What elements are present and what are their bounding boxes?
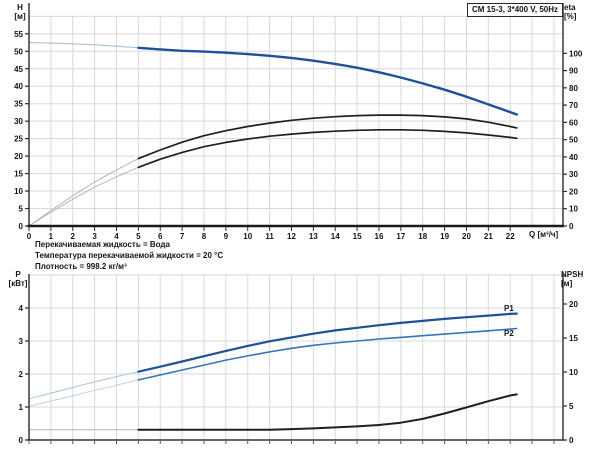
right-tick-label: 20 bbox=[569, 187, 578, 196]
x-tick-label: 22 bbox=[506, 232, 515, 241]
right-tick-label: 10 bbox=[569, 368, 578, 377]
right-tick-label: 5 bbox=[569, 402, 574, 411]
x-tick-label: 14 bbox=[331, 232, 340, 241]
left-tick-label: 4 bbox=[19, 304, 24, 313]
left-tick-label: 35 bbox=[14, 100, 23, 109]
x-tick-label: 11 bbox=[265, 232, 274, 241]
eta-axis-label: eta [%] bbox=[564, 3, 590, 21]
x-tick-label: 7 bbox=[180, 232, 185, 241]
left-tick-label: 3 bbox=[19, 337, 24, 346]
x-tick-label: 20 bbox=[462, 232, 471, 241]
axis-unit: [кВт] bbox=[8, 279, 28, 288]
curve-P2-thin bbox=[28, 379, 139, 407]
curve-eta1-thin bbox=[28, 158, 139, 227]
left-tick-label: 0 bbox=[19, 222, 24, 231]
axis-unit: [м] bbox=[14, 12, 26, 21]
curve-H bbox=[137, 46, 518, 116]
x-tick-label: 5 bbox=[136, 232, 141, 241]
curve-eta2 bbox=[137, 128, 518, 169]
x-tick-label: 6 bbox=[158, 232, 163, 241]
left-tick-label: 30 bbox=[14, 117, 23, 126]
left-tick-label: 55 bbox=[14, 30, 23, 39]
curve-label-P2: P2 bbox=[504, 329, 514, 338]
curve-P2 bbox=[137, 327, 518, 381]
left-tick-label: 0 bbox=[19, 436, 24, 445]
left-tick-label: 45 bbox=[14, 65, 23, 74]
left-tick-label: 40 bbox=[14, 82, 23, 91]
right-tick-label: 80 bbox=[569, 84, 578, 93]
x-tick-label: 1 bbox=[49, 232, 54, 241]
right-tick-label: 90 bbox=[569, 67, 578, 76]
right-tick-label: 10 bbox=[569, 205, 578, 214]
x-tick-label: 0 bbox=[27, 232, 32, 241]
curve-eta2-thin bbox=[28, 166, 139, 227]
curve-eta1 bbox=[137, 114, 518, 160]
info-line-temperature: Температура перекачиваемой жидкости = 20… bbox=[35, 251, 224, 260]
left-tick-label: 25 bbox=[14, 135, 23, 144]
info-line-fluid: Перекачиваемая жидкость = Вода bbox=[35, 240, 170, 249]
right-tick-label: 15 bbox=[569, 334, 578, 343]
info-line-density: Плотность = 998.2 кг/м³ bbox=[35, 262, 127, 271]
axis-name: H bbox=[17, 3, 23, 12]
left-tick-label: 1 bbox=[19, 403, 24, 412]
right-tick-label: 50 bbox=[569, 136, 578, 145]
curve-label-P1: P1 bbox=[504, 304, 514, 313]
axis-unit: [%] bbox=[564, 12, 577, 21]
axis-unit: [м] bbox=[561, 279, 573, 288]
x-tick-label: 21 bbox=[484, 232, 493, 241]
axis-name: NPSH bbox=[561, 270, 584, 279]
x-tick-label: 15 bbox=[353, 232, 362, 241]
x-tick-label: 13 bbox=[309, 232, 318, 241]
x-tick-label: 17 bbox=[396, 232, 405, 241]
axis-name: P bbox=[15, 270, 21, 279]
left-tick-label: 5 bbox=[19, 205, 24, 214]
x-tick-label: 3 bbox=[92, 232, 97, 241]
x-tick-label: 2 bbox=[71, 232, 76, 241]
curve-P1-thin bbox=[28, 371, 139, 400]
left-tick-label: 50 bbox=[14, 47, 23, 56]
p-axis-label: P [кВт] bbox=[5, 270, 31, 288]
left-tick-label: 20 bbox=[14, 152, 23, 161]
curve-P1 bbox=[137, 312, 518, 373]
x-tick-label: 16 bbox=[375, 232, 384, 241]
x-tick-label: 8 bbox=[202, 232, 207, 241]
h-axis-label: H [м] bbox=[9, 3, 31, 21]
npsh-axis-label: NPSH [м] bbox=[561, 270, 599, 288]
x-tick-label: 4 bbox=[114, 232, 119, 241]
fluid-info: Перекачиваемая жидкость = Вода Температу… bbox=[35, 239, 223, 272]
right-tick-label: 40 bbox=[569, 153, 578, 162]
right-tick-label: 30 bbox=[569, 170, 578, 179]
right-tick-label: 70 bbox=[569, 101, 578, 110]
right-tick-label: 100 bbox=[569, 49, 583, 58]
x-tick-label: 10 bbox=[243, 232, 252, 241]
curve-NPSH bbox=[137, 393, 518, 431]
x-tick-label: 19 bbox=[440, 232, 449, 241]
right-tick-label: 60 bbox=[569, 118, 578, 127]
pump-model-label: CM 15-3, 3*400 V, 50Hz bbox=[467, 3, 563, 17]
curve-H-thin bbox=[28, 42, 139, 49]
x-tick-label: 12 bbox=[287, 232, 296, 241]
axis-name: eta bbox=[564, 3, 576, 12]
left-tick-label: 10 bbox=[14, 187, 23, 196]
q-axis-label: Q [м³/ч] bbox=[529, 230, 559, 239]
left-tick-label: 2 bbox=[19, 370, 24, 379]
x-tick-label: 18 bbox=[418, 232, 427, 241]
right-tick-label: 0 bbox=[569, 222, 574, 231]
x-tick-label: 9 bbox=[224, 232, 229, 241]
right-tick-label: 20 bbox=[569, 300, 578, 309]
right-tick-label: 0 bbox=[569, 436, 574, 445]
left-tick-label: 15 bbox=[14, 170, 23, 179]
